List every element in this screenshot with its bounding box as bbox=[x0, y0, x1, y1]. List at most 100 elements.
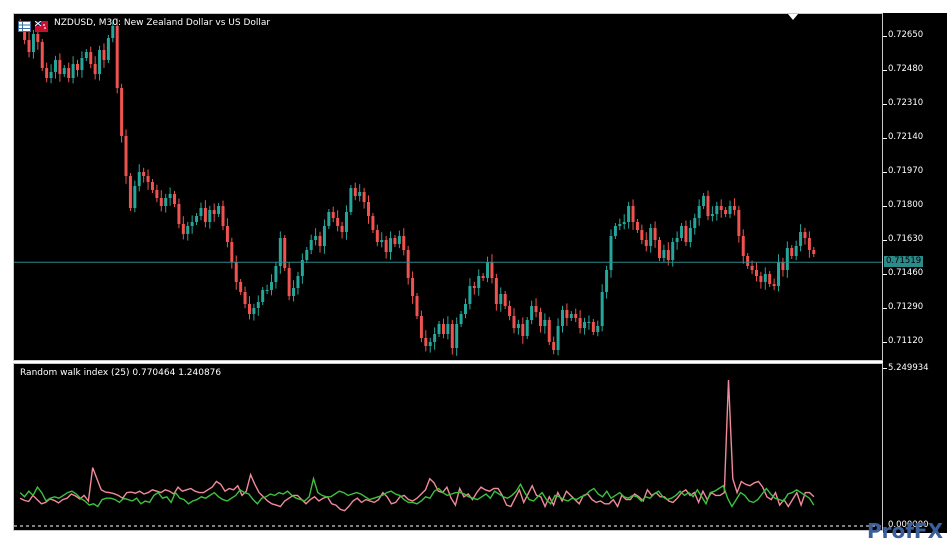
candle bbox=[247, 296, 251, 320]
candle-body bbox=[142, 172, 146, 176]
candle-body bbox=[433, 334, 437, 342]
candle bbox=[583, 317, 587, 335]
candle bbox=[490, 254, 494, 284]
candle-body bbox=[763, 274, 767, 282]
candle bbox=[556, 318, 560, 356]
candle-body bbox=[225, 226, 229, 242]
candle bbox=[31, 29, 35, 59]
axis-tick bbox=[883, 172, 887, 173]
candle-body bbox=[587, 322, 591, 323]
candle-body bbox=[463, 304, 467, 314]
price-chart-pane[interactable]: NZDUSD, M30: New Zealand Dollar vs US Do… bbox=[13, 13, 883, 361]
candle bbox=[49, 64, 53, 84]
status-strip bbox=[0, 533, 947, 545]
candle-body bbox=[746, 256, 750, 266]
candle bbox=[67, 62, 71, 83]
candle-body bbox=[173, 194, 177, 204]
candle-body bbox=[534, 306, 538, 312]
candle bbox=[71, 56, 75, 84]
candle bbox=[525, 317, 529, 339]
candle bbox=[477, 269, 481, 296]
grid-icon[interactable] bbox=[18, 17, 31, 32]
candle bbox=[552, 336, 556, 355]
candle bbox=[292, 280, 296, 302]
candle bbox=[609, 229, 613, 278]
candle-body bbox=[622, 222, 626, 224]
watermark-logo: ProfFX bbox=[867, 519, 943, 543]
candle-body bbox=[331, 212, 335, 218]
candle-body bbox=[212, 210, 216, 214]
candle bbox=[538, 307, 542, 333]
candle-body bbox=[234, 262, 238, 282]
candle bbox=[419, 310, 423, 343]
candle bbox=[587, 315, 591, 330]
candle bbox=[256, 295, 260, 316]
candle-body bbox=[76, 64, 80, 70]
candle bbox=[243, 286, 247, 309]
chart-title: NZDUSD, M30: New Zealand Dollar vs US Do… bbox=[54, 18, 271, 28]
candle-body bbox=[799, 232, 803, 246]
candle-body bbox=[640, 230, 644, 240]
candle-body bbox=[437, 324, 441, 334]
candle-body bbox=[790, 248, 794, 256]
candle-body bbox=[754, 270, 758, 276]
candle-body bbox=[490, 262, 494, 278]
current-price-badge: 0.71519 bbox=[884, 256, 924, 268]
candle-body bbox=[190, 222, 194, 226]
candle-body bbox=[137, 172, 141, 186]
indicator-bottom-label: 0.000000 bbox=[888, 520, 929, 530]
candle-body bbox=[803, 232, 807, 238]
candle-body bbox=[168, 194, 172, 198]
candle bbox=[468, 278, 472, 310]
indicator-pane[interactable]: Random walk index (25) 0.770464 1.240876 bbox=[13, 363, 883, 531]
candle-body bbox=[274, 266, 278, 282]
candle-body bbox=[503, 294, 507, 306]
candle-body bbox=[40, 42, 44, 68]
candle-body bbox=[662, 250, 666, 258]
candle-body bbox=[217, 206, 221, 214]
candle bbox=[190, 215, 194, 234]
candle-body bbox=[371, 216, 375, 230]
price-tick-label: 0.72140 bbox=[888, 132, 924, 142]
axis-tick bbox=[883, 274, 887, 275]
candle bbox=[133, 180, 137, 213]
price-chart bbox=[14, 18, 882, 356]
candle-body bbox=[688, 228, 692, 242]
flag-icon[interactable] bbox=[34, 17, 48, 32]
candle bbox=[486, 256, 490, 283]
candle-body bbox=[472, 286, 476, 288]
candle-body bbox=[93, 64, 97, 74]
price-tick-label: 0.72650 bbox=[888, 30, 924, 40]
candle bbox=[675, 231, 679, 250]
candle-body bbox=[243, 292, 247, 304]
candle-body bbox=[314, 236, 318, 240]
candle-body bbox=[477, 276, 481, 288]
candle-body bbox=[327, 212, 331, 226]
candle-body bbox=[305, 250, 309, 260]
chart-shift-icon[interactable] bbox=[788, 14, 798, 20]
candle-body bbox=[552, 342, 556, 350]
candle-body bbox=[111, 26, 115, 38]
candle bbox=[565, 303, 569, 326]
candle bbox=[221, 200, 225, 231]
candle-body bbox=[199, 208, 203, 216]
candle bbox=[397, 230, 401, 249]
price-tick-label: 0.71630 bbox=[888, 234, 924, 244]
candle-body bbox=[397, 236, 401, 244]
price-tick-label: 0.71460 bbox=[888, 268, 924, 278]
candle-body bbox=[547, 320, 551, 342]
candle-body bbox=[468, 286, 472, 304]
candle-body bbox=[115, 26, 119, 88]
candle-body bbox=[261, 290, 265, 302]
candle-body bbox=[583, 322, 587, 328]
candle bbox=[53, 55, 57, 79]
candle-body bbox=[128, 176, 132, 208]
candle-body bbox=[71, 64, 75, 78]
candle bbox=[406, 245, 410, 285]
candle-body bbox=[684, 226, 688, 242]
price-axis[interactable]: 0.72650 0.72480 0.72310 0.72140 0.71970 0.718… bbox=[883, 13, 947, 533]
candle-body bbox=[609, 236, 613, 270]
candle bbox=[212, 203, 216, 222]
candle-body bbox=[702, 196, 706, 206]
candle bbox=[296, 271, 300, 295]
